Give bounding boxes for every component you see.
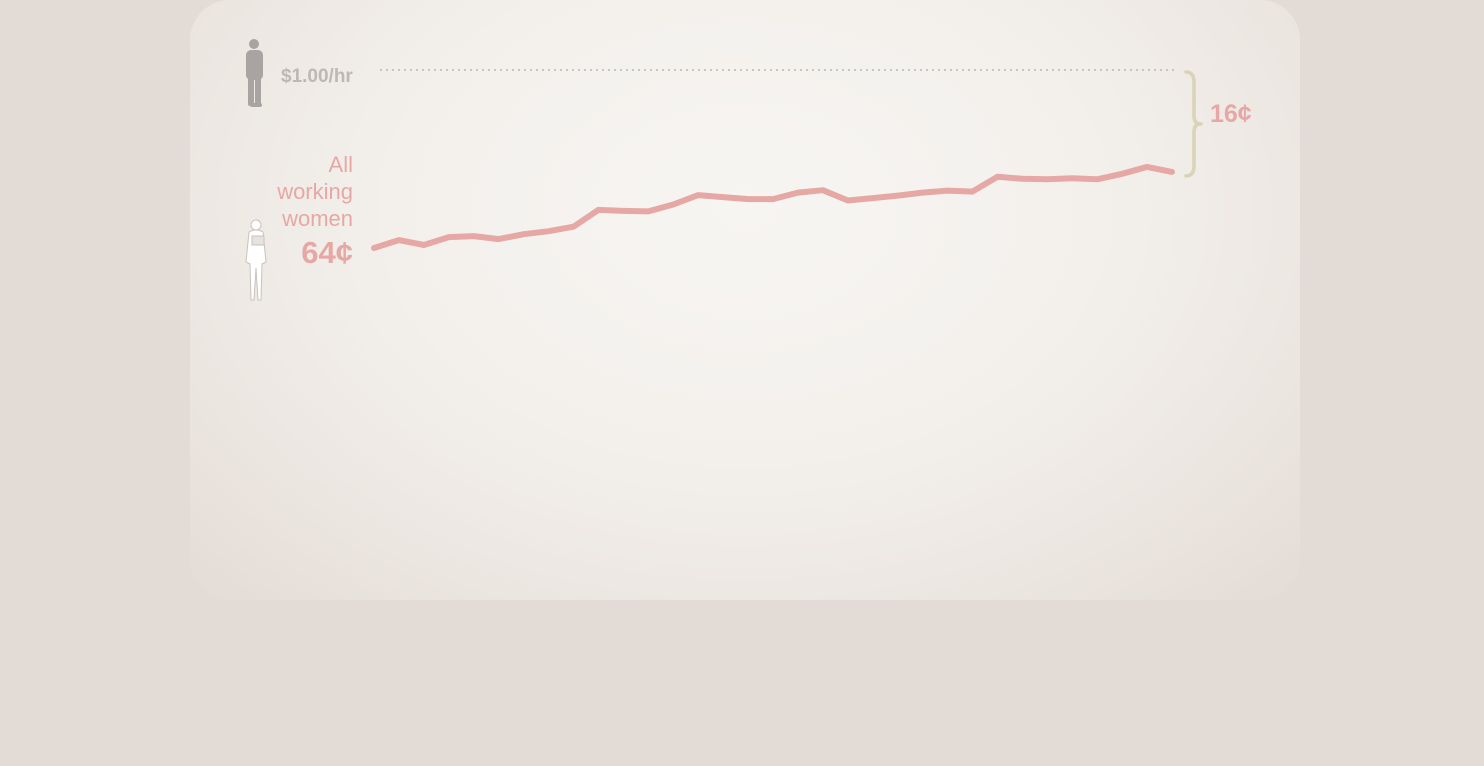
series-points bbox=[373, 166, 1173, 249]
series-label-line-3: women bbox=[281, 206, 353, 231]
reference-label: $1.00/hr bbox=[281, 66, 353, 87]
gap-label: 16¢ bbox=[1210, 100, 1252, 128]
series-start-value: 64¢ bbox=[301, 235, 353, 270]
man-icon bbox=[246, 39, 263, 107]
series-label-line-2: working bbox=[276, 179, 353, 204]
woman-icon bbox=[245, 219, 267, 301]
gap-bracket bbox=[1184, 70, 1203, 178]
series-label-line-1: All bbox=[329, 152, 353, 177]
paper-background bbox=[190, 0, 1300, 600]
series-line-all-working-women bbox=[371, 163, 1175, 251]
